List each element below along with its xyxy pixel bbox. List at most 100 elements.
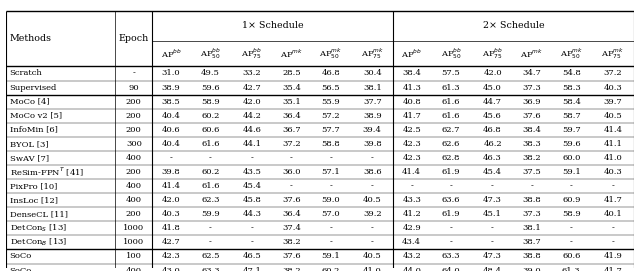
Text: 400: 400 (126, 196, 142, 204)
Text: -: - (250, 224, 253, 232)
Text: AP$^{bb}_{75}$: AP$^{bb}_{75}$ (241, 46, 262, 61)
Text: -: - (570, 224, 573, 232)
Text: 40.8: 40.8 (403, 98, 421, 106)
Text: 45.4: 45.4 (243, 182, 262, 190)
Text: 37.6: 37.6 (523, 112, 541, 120)
Text: 42.0: 42.0 (243, 98, 261, 106)
Text: 41.0: 41.0 (363, 267, 381, 271)
Text: 49.5: 49.5 (201, 69, 220, 78)
Text: 62.6: 62.6 (442, 140, 460, 148)
Text: 28.5: 28.5 (282, 69, 301, 78)
Text: 44.2: 44.2 (243, 112, 261, 120)
Text: 300: 300 (126, 140, 142, 148)
Text: 34.7: 34.7 (522, 69, 541, 78)
Text: 38.9: 38.9 (363, 112, 381, 120)
Text: 57.7: 57.7 (321, 126, 340, 134)
Text: 46.8: 46.8 (321, 69, 340, 78)
Text: 58.9: 58.9 (562, 210, 580, 218)
Text: 63.3: 63.3 (442, 253, 460, 260)
Text: DetCon$_S$ [13]: DetCon$_S$ [13] (10, 222, 67, 234)
Text: 57.2: 57.2 (321, 112, 340, 120)
Text: -: - (371, 182, 374, 190)
Text: -: - (170, 154, 173, 162)
Text: 59.1: 59.1 (321, 253, 340, 260)
Text: 38.8: 38.8 (522, 196, 541, 204)
Text: 36.7: 36.7 (282, 126, 301, 134)
Text: 45.8: 45.8 (243, 196, 261, 204)
Text: 37.7: 37.7 (363, 98, 381, 106)
Text: 40.3: 40.3 (604, 83, 622, 92)
Text: 38.4: 38.4 (522, 126, 541, 134)
Text: 42.7: 42.7 (162, 238, 180, 246)
Text: 39.7: 39.7 (604, 98, 622, 106)
Text: 44.3: 44.3 (243, 210, 262, 218)
Text: 63.3: 63.3 (201, 267, 220, 271)
Text: 44.0: 44.0 (402, 267, 421, 271)
Text: AP$^{bb}$: AP$^{bb}$ (161, 48, 182, 60)
Text: 1× Schedule: 1× Schedule (242, 21, 303, 30)
Text: -: - (570, 182, 573, 190)
Text: -: - (611, 224, 614, 232)
Text: -: - (410, 182, 413, 190)
Text: 46.5: 46.5 (243, 253, 261, 260)
Text: -: - (250, 154, 253, 162)
Text: 61.6: 61.6 (442, 98, 460, 106)
Text: 58.7: 58.7 (562, 112, 580, 120)
Text: 60.9: 60.9 (562, 196, 580, 204)
Text: 61.9: 61.9 (442, 168, 460, 176)
Text: SoCo: SoCo (10, 267, 32, 271)
Text: 47.3: 47.3 (483, 196, 502, 204)
Text: 55.9: 55.9 (321, 98, 340, 106)
Text: 38.1: 38.1 (363, 83, 381, 92)
Text: Supervised: Supervised (10, 83, 57, 92)
Text: -: - (330, 224, 332, 232)
Text: -: - (290, 182, 292, 190)
Text: 200: 200 (126, 112, 141, 120)
Text: AP$^{mk}$: AP$^{mk}$ (520, 48, 543, 60)
Text: -: - (491, 238, 494, 246)
Text: BYOL [3]: BYOL [3] (10, 140, 48, 148)
Text: 40.3: 40.3 (162, 210, 180, 218)
Text: Scratch: Scratch (10, 69, 42, 78)
Text: 36.4: 36.4 (282, 112, 301, 120)
Text: MoCo [4]: MoCo [4] (10, 98, 49, 106)
Text: 400: 400 (126, 154, 142, 162)
Text: 41.0: 41.0 (604, 154, 622, 162)
Text: 40.3: 40.3 (604, 168, 622, 176)
Text: 42.3: 42.3 (162, 253, 180, 260)
Text: -: - (611, 238, 614, 246)
Text: 59.7: 59.7 (562, 126, 580, 134)
Text: 90: 90 (129, 83, 139, 92)
Text: 43.3: 43.3 (402, 196, 421, 204)
Text: 35.4: 35.4 (282, 83, 301, 92)
Text: 30.4: 30.4 (363, 69, 381, 78)
Text: 57.0: 57.0 (321, 210, 340, 218)
Text: 46.8: 46.8 (483, 126, 502, 134)
Text: 45.1: 45.1 (483, 210, 502, 218)
Text: 41.7: 41.7 (604, 196, 622, 204)
Text: InfoMin [6]: InfoMin [6] (10, 126, 58, 134)
Text: 58.3: 58.3 (562, 83, 580, 92)
Text: 36.9: 36.9 (523, 98, 541, 106)
Text: 40.5: 40.5 (604, 112, 622, 120)
Text: 59.0: 59.0 (321, 196, 340, 204)
Text: AP$^{bb}_{50}$: AP$^{bb}_{50}$ (200, 46, 221, 61)
Text: -: - (250, 238, 253, 246)
Text: 39.4: 39.4 (363, 126, 381, 134)
Text: 41.3: 41.3 (402, 83, 421, 92)
Text: 42.0: 42.0 (483, 69, 502, 78)
Text: -: - (330, 182, 332, 190)
Text: AP$^{mk}_{50}$: AP$^{mk}_{50}$ (560, 46, 583, 61)
Text: 41.8: 41.8 (162, 224, 180, 232)
Text: 60.6: 60.6 (201, 126, 220, 134)
Text: 45.4: 45.4 (483, 168, 502, 176)
Text: 60.6: 60.6 (562, 253, 580, 260)
Text: 33.2: 33.2 (243, 69, 261, 78)
Text: InsLoc [12]: InsLoc [12] (10, 196, 58, 204)
Text: 39.0: 39.0 (523, 267, 541, 271)
Text: 2× Schedule: 2× Schedule (483, 21, 544, 30)
Text: 44.6: 44.6 (243, 126, 261, 134)
Text: 61.3: 61.3 (562, 267, 580, 271)
Text: 41.1: 41.1 (604, 140, 622, 148)
Text: 38.4: 38.4 (402, 69, 421, 78)
